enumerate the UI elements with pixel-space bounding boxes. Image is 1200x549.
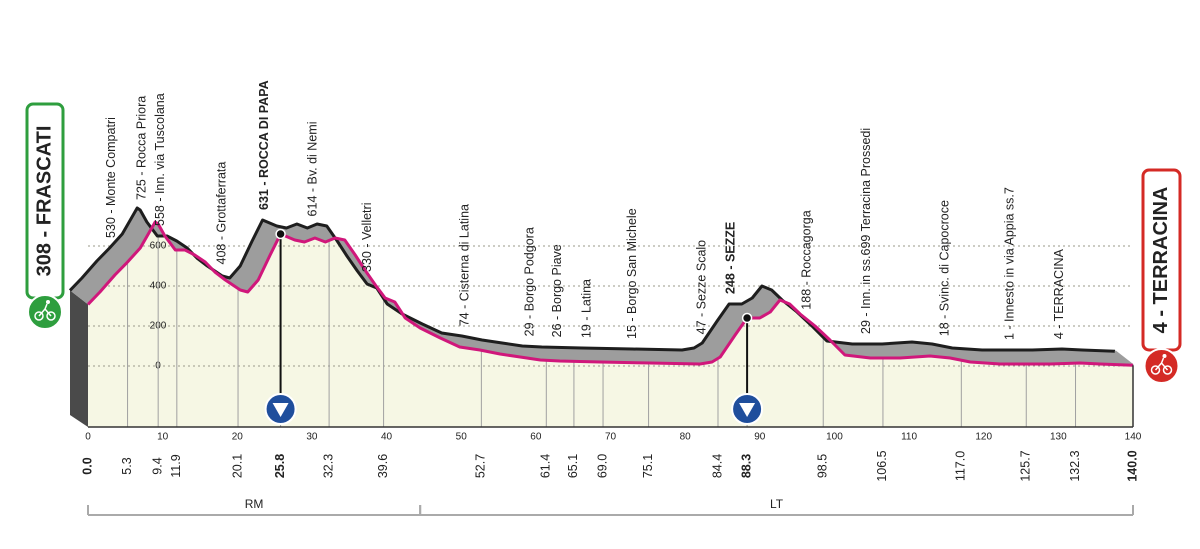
- x-tick-label: 130: [1050, 432, 1067, 443]
- profile-side: [70, 290, 88, 427]
- km-label: 5.3: [120, 457, 134, 474]
- start-label: 308 - FRASCATI: [33, 126, 55, 277]
- sprint-dot: [741, 312, 753, 324]
- finish-icon: [1143, 348, 1180, 384]
- waypoint-label: 558 - Inn. via Tuscolana: [153, 93, 167, 226]
- km-label: 140.0: [1125, 450, 1139, 481]
- km-label: 32.3: [321, 454, 335, 478]
- km-label: 25.8: [273, 454, 287, 478]
- finish-icon-wheel: [1150, 365, 1161, 375]
- sprint-arrow: [272, 403, 289, 417]
- waypoint-label: 408 - Grottaferrata: [214, 162, 228, 265]
- profile-ridge: [68, 206, 1116, 353]
- waypoint-label: 614 - Bv. di Nemi: [305, 122, 319, 217]
- profile-end: [1114, 350, 1134, 366]
- waypoint-label: 330 - Velletri: [360, 203, 374, 272]
- start-icon-wheel: [46, 311, 56, 321]
- region-label: LT: [770, 497, 784, 511]
- waypoint-label: 188 - Roccagorga: [800, 210, 814, 309]
- km-label: 75.1: [641, 454, 655, 478]
- waypoint-label: 4 - TERRACINA: [1052, 248, 1066, 339]
- km-label: 84.4: [710, 454, 724, 478]
- waypoint-label: 725 - Rocca Priora: [134, 96, 148, 200]
- finish-icon-rider: [1154, 357, 1169, 371]
- waypoint-label: 29 - Borgo Podgora: [523, 227, 537, 336]
- x-tick-label: 140: [1125, 432, 1142, 443]
- x-tick-label: 90: [754, 432, 766, 443]
- x-tick-label: 120: [975, 432, 992, 443]
- km-label: 98.5: [816, 454, 830, 478]
- sprint-dot: [275, 228, 286, 240]
- km-label: 20.1: [230, 454, 244, 478]
- sprint-arrow: [739, 403, 756, 417]
- x-tick-label: 100: [826, 432, 843, 443]
- finish-label: 4 - TERRACINA: [1150, 187, 1172, 334]
- km-label: 106.5: [875, 450, 889, 481]
- waypoint-label: 26 - Borgo Piave: [550, 244, 564, 337]
- start-icon: [27, 294, 63, 330]
- km-label: 52.7: [474, 454, 488, 478]
- region-label: RM: [245, 497, 264, 511]
- x-tick-label: 0: [85, 432, 91, 443]
- profile-area: [88, 222, 1133, 427]
- km-label: 125.7: [1019, 450, 1033, 481]
- km-label: 0.0: [80, 457, 94, 474]
- x-tick-label: 20: [232, 432, 244, 443]
- finish-icon-head: [1162, 354, 1167, 358]
- waypoint-label: 74 - Cisterna di Latina: [458, 204, 472, 326]
- km-label: 11.9: [169, 454, 183, 477]
- km-label: 117.0: [954, 451, 968, 481]
- x-tick-label: 50: [456, 432, 468, 443]
- start-icon-wheel: [34, 311, 44, 321]
- x-tick-label: 80: [680, 432, 692, 443]
- finish-icon-wheel: [1162, 365, 1173, 375]
- waypoint-label: 1 - Innesto in via Appia ss.7: [1003, 187, 1017, 340]
- km-label: 65.1: [566, 454, 580, 478]
- start-icon-head: [46, 300, 50, 304]
- km-label: 39.6: [376, 454, 390, 478]
- waypoint-label: 19 - Latina: [579, 279, 593, 338]
- waypoint-label: 248 - SEZZE: [723, 222, 737, 294]
- waypoint-label: 29 - Inn. in ss.699 Terracina Prossedi: [859, 128, 873, 334]
- x-tick-label: 70: [605, 432, 617, 443]
- x-tick-label: 40: [381, 432, 393, 443]
- km-label: 132.3: [1068, 450, 1082, 481]
- waypoint-label: 47 - Sezze Scalo: [694, 240, 708, 335]
- waypoint-label: 631 - ROCCA DI PAPA: [257, 80, 271, 210]
- km-label: 9.4: [150, 457, 164, 474]
- x-tick-label: 110: [901, 432, 917, 443]
- elevation-line: [86, 220, 1134, 367]
- km-label: 88.3: [739, 454, 753, 478]
- x-tick-label: 60: [530, 432, 542, 443]
- waypoint-label: 15 - Borgo San Michele: [625, 208, 639, 339]
- x-tick-label: 30: [306, 432, 318, 443]
- km-label: 61.4: [539, 454, 553, 478]
- start-icon-rider: [38, 303, 52, 317]
- waypoint-label: 18 - Svinc. di Capocroce: [938, 200, 952, 336]
- km-label: 69.0: [595, 454, 609, 478]
- x-tick-label: 10: [157, 432, 169, 443]
- waypoint-label: 530 - Monte Compatri: [104, 117, 118, 238]
